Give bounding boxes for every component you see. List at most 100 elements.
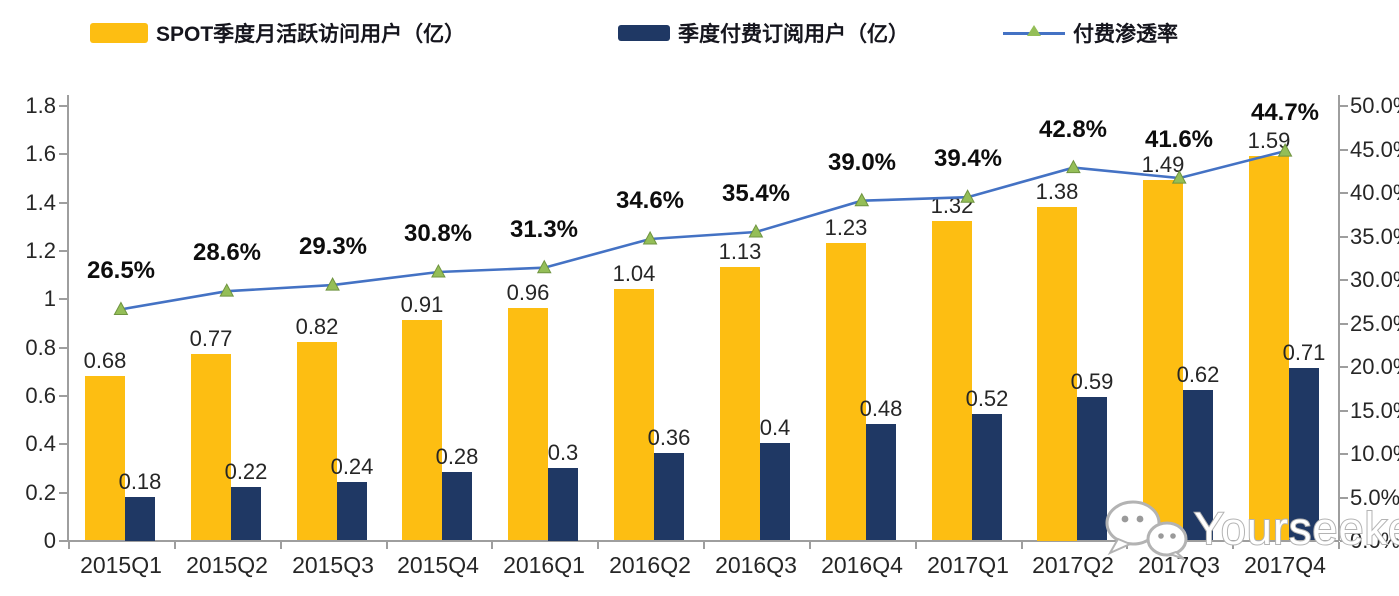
legend-triangle-marker-icon bbox=[1027, 25, 1041, 36]
watermark: Yourseeker bbox=[1102, 498, 1399, 560]
right-axis-tick-label: 45.0% bbox=[1350, 137, 1399, 162]
right-axis-tick-label: 0.0% bbox=[1350, 528, 1399, 553]
bottom-axis-tick bbox=[703, 542, 705, 549]
penetration-value-label: 34.6% bbox=[615, 187, 685, 214]
penetration-value-label: 26.5% bbox=[86, 257, 156, 284]
mau-bar bbox=[191, 354, 231, 540]
x-axis-category-label: 2016Q2 bbox=[609, 552, 691, 578]
penetration-marker-icon bbox=[219, 283, 235, 297]
x-axis-category-label: 2016Q4 bbox=[821, 552, 903, 578]
left-axis-tick-label: 1.6 bbox=[25, 141, 56, 166]
subscriber-value-label: 0.3 bbox=[547, 440, 579, 465]
subscriber-value-label: 0.71 bbox=[1282, 340, 1326, 365]
legend-swatch-subscribers bbox=[618, 25, 670, 41]
left-axis-tick-label: 1.4 bbox=[25, 190, 56, 215]
left-axis-tick bbox=[59, 347, 67, 349]
left-axis-tick bbox=[59, 540, 67, 542]
left-axis-tick-label: 0.8 bbox=[25, 335, 56, 360]
subscriber-value-label: 0.52 bbox=[965, 386, 1009, 411]
mau-bar bbox=[297, 342, 337, 540]
mau-value-label: 1.59 bbox=[1247, 128, 1291, 153]
bottom-axis-line bbox=[67, 540, 1339, 542]
left-axis-tick bbox=[59, 395, 67, 397]
penetration-value-label: 28.6% bbox=[192, 239, 262, 266]
penetration-value-label: 29.3% bbox=[298, 233, 368, 260]
left-axis-tick-label: 0.4 bbox=[25, 431, 56, 456]
mau-value-label: 0.91 bbox=[400, 292, 444, 317]
mau-value-label: 1.49 bbox=[1141, 152, 1185, 177]
mau-value-label: 0.77 bbox=[189, 326, 233, 351]
right-axis-tick-label: 25.0% bbox=[1350, 311, 1399, 336]
right-axis-tick bbox=[1340, 323, 1348, 325]
mau-value-label: 0.82 bbox=[295, 314, 339, 339]
right-axis-tick bbox=[1340, 410, 1348, 412]
bottom-axis-tick bbox=[280, 542, 282, 549]
right-axis-tick-label: 35.0% bbox=[1350, 224, 1399, 249]
subscriber-bar bbox=[337, 482, 367, 540]
right-axis-tick bbox=[1340, 366, 1348, 368]
mau-value-label: 1.38 bbox=[1035, 179, 1079, 204]
legend-item-mau: SPOT季度月活跃访问用户（亿） bbox=[90, 18, 465, 48]
x-axis-category-label: 2015Q1 bbox=[80, 552, 162, 578]
left-axis-line bbox=[67, 95, 69, 541]
penetration-marker-icon bbox=[748, 223, 764, 238]
left-axis-tick bbox=[59, 105, 67, 107]
mau-value-label: 0.68 bbox=[83, 348, 127, 373]
mau-value-label: 1.13 bbox=[718, 239, 762, 264]
x-axis-category-label: 2015Q2 bbox=[186, 552, 268, 578]
left-axis-tick-label: 1.2 bbox=[25, 238, 56, 263]
right-axis-tick-label: 5.0% bbox=[1350, 485, 1399, 510]
x-axis-category-label: 2017Q2 bbox=[1032, 552, 1114, 578]
mau-value-label: 1.23 bbox=[824, 215, 868, 240]
right-axis-tick-label: 15.0% bbox=[1350, 398, 1399, 423]
subscriber-value-label: 0.59 bbox=[1070, 369, 1114, 394]
right-axis-tick-label: 10.0% bbox=[1350, 441, 1399, 466]
penetration-value-label: 30.8% bbox=[403, 220, 473, 247]
legend-label-mau: SPOT季度月活跃访问用户（亿） bbox=[156, 23, 466, 46]
penetration-marker-icon bbox=[113, 301, 129, 315]
left-axis-tick bbox=[59, 492, 67, 494]
bottom-axis-tick bbox=[597, 542, 599, 549]
legend-swatch-mau bbox=[90, 23, 148, 43]
bottom-axis-tick bbox=[174, 542, 176, 549]
subscriber-bar bbox=[972, 414, 1002, 540]
right-axis-tick-label: 20.0% bbox=[1350, 354, 1399, 379]
subscriber-value-label: 0.62 bbox=[1176, 362, 1220, 387]
mau-bar bbox=[826, 243, 866, 540]
penetration-marker-icon bbox=[1066, 159, 1081, 174]
penetration-value-label: 44.7% bbox=[1250, 99, 1320, 126]
legend-item-penetration: 付费渗透率 bbox=[1003, 18, 1178, 48]
penetration-value-label: 42.8% bbox=[1038, 116, 1108, 143]
right-axis-tick bbox=[1340, 192, 1348, 194]
bottom-axis-tick bbox=[915, 542, 917, 549]
subscriber-value-label: 0.22 bbox=[224, 459, 268, 484]
watermark-text: Yourseeker bbox=[1193, 502, 1399, 555]
left-axis-tick-label: 0.6 bbox=[25, 383, 56, 408]
bottom-axis-tick bbox=[1021, 542, 1023, 549]
x-axis-category-label: 2016Q3 bbox=[715, 552, 797, 578]
left-axis-tick bbox=[59, 153, 67, 155]
penetration-marker-icon bbox=[325, 277, 340, 291]
mau-value-label: 0.96 bbox=[506, 280, 550, 305]
penetration-value-label: 39.4% bbox=[933, 145, 1003, 172]
mau-bar bbox=[85, 376, 125, 540]
legend-label-subscribers: 季度付费订阅用户（亿） bbox=[678, 23, 909, 46]
subscriber-bar bbox=[1289, 368, 1319, 540]
penetration-marker-icon bbox=[431, 263, 446, 278]
bottom-axis-tick bbox=[1232, 542, 1234, 549]
subscriber-bar bbox=[760, 443, 790, 540]
x-axis-category-label: 2016Q1 bbox=[503, 552, 585, 578]
penetration-value-label: 41.6% bbox=[1144, 126, 1214, 153]
subscriber-value-label: 0.24 bbox=[330, 454, 374, 479]
subscriber-bar bbox=[548, 468, 578, 541]
left-axis-tick-label: 0.2 bbox=[25, 480, 56, 505]
x-axis-category-label: 2017Q4 bbox=[1244, 552, 1326, 578]
penetration-marker-icon bbox=[854, 192, 870, 207]
right-axis-tick bbox=[1340, 149, 1348, 151]
right-axis-tick-label: 40.0% bbox=[1350, 180, 1399, 205]
legend-item-subscribers: 季度付费订阅用户（亿） bbox=[618, 18, 909, 48]
subscriber-value-label: 0.28 bbox=[435, 444, 479, 469]
subscriber-bar bbox=[442, 472, 472, 540]
legend-swatch-penetration bbox=[1003, 23, 1065, 43]
